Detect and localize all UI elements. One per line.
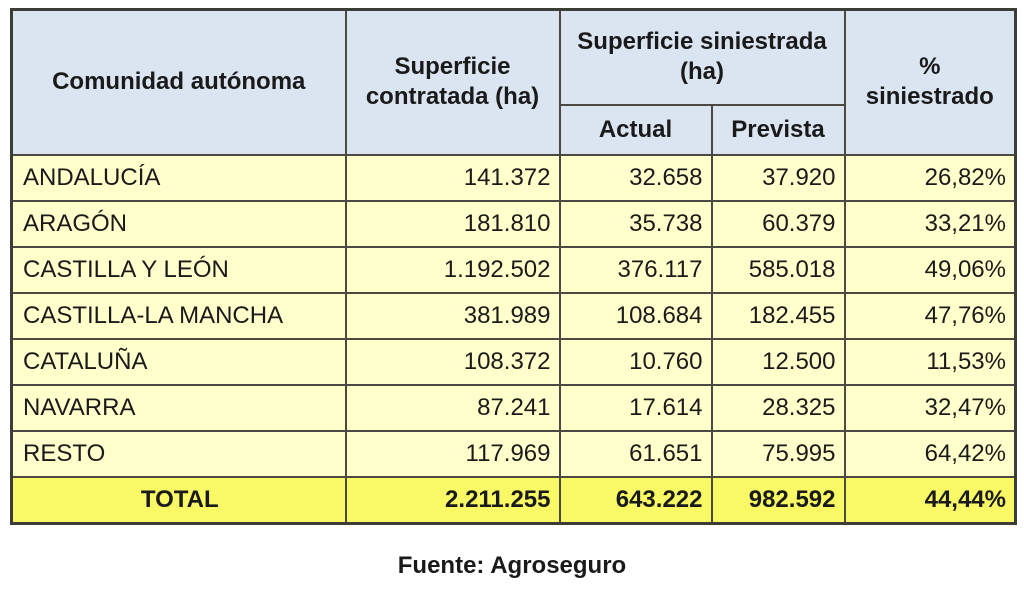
table-row: CASTILLA-LA MANCHA 381.989 108.684 182.4… bbox=[10, 291, 1017, 340]
region-name: ANDALUCÍA bbox=[10, 153, 347, 202]
contratada-value: 1.192.502 bbox=[344, 245, 561, 294]
contratada-value: 108.372 bbox=[344, 337, 561, 386]
prevista-value: 37.920 bbox=[710, 153, 846, 202]
contratada-value: 87.241 bbox=[344, 383, 561, 432]
table-body: ANDALUCÍA 141.372 32.658 37.920 26,82% A… bbox=[10, 153, 1017, 524]
prevista-value: 12.500 bbox=[710, 337, 846, 386]
header-actual: Actual bbox=[558, 103, 713, 156]
total-prevista-value: 982.592 bbox=[710, 475, 846, 524]
header-superficie-siniestrada: Superficie siniestrada (ha) bbox=[558, 8, 846, 106]
region-name: CASTILLA Y LEÓN bbox=[10, 245, 347, 294]
crop-insurance-table: Comunidad autónoma Superficie contratada… bbox=[10, 8, 1017, 525]
prevista-value: 75.995 bbox=[710, 429, 846, 478]
prevista-value: 585.018 bbox=[710, 245, 846, 294]
prevista-value: 60.379 bbox=[710, 199, 846, 248]
actual-value: 108.684 bbox=[558, 291, 713, 340]
pct-value: 33,21% bbox=[843, 199, 1017, 248]
table-header: Comunidad autónoma Superficie contratada… bbox=[10, 8, 1017, 156]
contratada-value: 181.810 bbox=[344, 199, 561, 248]
total-label: TOTAL bbox=[10, 475, 347, 524]
actual-value: 10.760 bbox=[558, 337, 713, 386]
prevista-value: 28.325 bbox=[710, 383, 846, 432]
total-pct-value: 44,44% bbox=[843, 475, 1017, 524]
total-row: TOTAL 2.211.255 643.222 982.592 44,44% bbox=[10, 475, 1017, 524]
actual-value: 61.651 bbox=[558, 429, 713, 478]
source-caption: Fuente: Agroseguro bbox=[397, 552, 627, 579]
table-row: CATALUÑA 108.372 10.760 12.500 11,53% bbox=[10, 337, 1017, 386]
region-name: CASTILLA-LA MANCHA bbox=[10, 291, 347, 340]
header-pct-siniestrado-label: % siniestrado bbox=[865, 53, 994, 111]
actual-value: 35.738 bbox=[558, 199, 713, 248]
pct-value: 49,06% bbox=[843, 245, 1017, 294]
table-row: CASTILLA Y LEÓN 1.192.502 376.117 585.01… bbox=[10, 245, 1017, 294]
region-name: RESTO bbox=[10, 429, 347, 478]
pct-value: 26,82% bbox=[843, 153, 1017, 202]
table-row: NAVARRA 87.241 17.614 28.325 32,47% bbox=[10, 383, 1017, 432]
header-superficie-contratada: Superficie contratada (ha) bbox=[344, 8, 561, 156]
contratada-value: 381.989 bbox=[344, 291, 561, 340]
pct-value: 64,42% bbox=[843, 429, 1017, 478]
table-row: RESTO 117.969 61.651 75.995 64,42% bbox=[10, 429, 1017, 478]
actual-value: 32.658 bbox=[558, 153, 713, 202]
header-pct-siniestrado: % siniestrado bbox=[843, 8, 1017, 156]
region-name: CATALUÑA bbox=[10, 337, 347, 386]
header-comunidad-autonoma: Comunidad autónoma bbox=[10, 8, 347, 156]
actual-value: 376.117 bbox=[558, 245, 713, 294]
header-prevista: Prevista bbox=[710, 103, 846, 156]
pct-value: 32,47% bbox=[843, 383, 1017, 432]
pct-value: 11,53% bbox=[843, 337, 1017, 386]
total-actual-value: 643.222 bbox=[558, 475, 713, 524]
total-contratada-value: 2.211.255 bbox=[344, 475, 561, 524]
prevista-value: 182.455 bbox=[710, 291, 846, 340]
region-name: ARAGÓN bbox=[10, 199, 347, 248]
table-row: ANDALUCÍA 141.372 32.658 37.920 26,82% bbox=[10, 153, 1017, 202]
region-name: NAVARRA bbox=[10, 383, 347, 432]
contratada-value: 117.969 bbox=[344, 429, 561, 478]
actual-value: 17.614 bbox=[558, 383, 713, 432]
pct-value: 47,76% bbox=[843, 291, 1017, 340]
table-row: ARAGÓN 181.810 35.738 60.379 33,21% bbox=[10, 199, 1017, 248]
contratada-value: 141.372 bbox=[344, 153, 561, 202]
